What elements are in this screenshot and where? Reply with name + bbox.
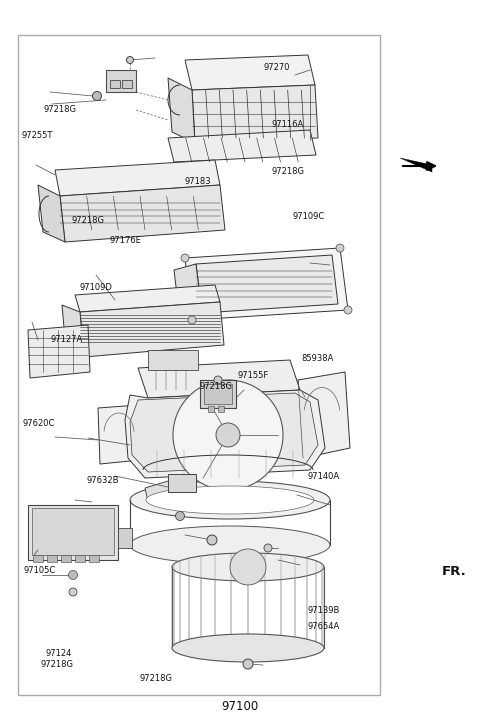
- Polygon shape: [62, 305, 84, 357]
- Circle shape: [344, 306, 352, 314]
- Ellipse shape: [172, 553, 324, 581]
- Text: 97109C: 97109C: [293, 212, 325, 221]
- Circle shape: [214, 376, 222, 384]
- Polygon shape: [98, 405, 140, 464]
- Text: 97155F: 97155F: [238, 371, 269, 380]
- Text: 97218G: 97218G: [71, 216, 104, 225]
- Text: 97116A: 97116A: [271, 120, 303, 129]
- Text: 97632B: 97632B: [86, 477, 119, 485]
- Bar: [200, 380, 236, 408]
- Polygon shape: [28, 325, 90, 378]
- Polygon shape: [55, 160, 220, 196]
- Bar: [110, 80, 120, 88]
- Text: 97139B: 97139B: [307, 606, 339, 614]
- Text: 97105C: 97105C: [24, 566, 56, 575]
- Text: 97109D: 97109D: [79, 283, 112, 292]
- Polygon shape: [75, 285, 220, 312]
- Text: 97100: 97100: [221, 700, 259, 713]
- Polygon shape: [80, 302, 224, 357]
- Polygon shape: [145, 478, 195, 508]
- Text: 97127A: 97127A: [50, 335, 83, 344]
- Bar: [33, 555, 43, 562]
- Polygon shape: [168, 78, 195, 143]
- Circle shape: [69, 588, 77, 596]
- Polygon shape: [400, 158, 432, 172]
- Circle shape: [181, 254, 189, 262]
- Text: 85938A: 85938A: [301, 355, 333, 363]
- Polygon shape: [174, 264, 202, 320]
- Bar: [75, 555, 85, 562]
- Circle shape: [188, 316, 196, 324]
- Polygon shape: [185, 248, 348, 320]
- Text: 97218G: 97218G: [43, 105, 76, 114]
- Polygon shape: [192, 85, 318, 143]
- Bar: [208, 406, 214, 412]
- Text: 97270: 97270: [263, 63, 289, 71]
- Text: 97218G: 97218G: [271, 167, 304, 175]
- Text: 97218G: 97218G: [41, 660, 74, 669]
- Polygon shape: [130, 393, 318, 472]
- Polygon shape: [298, 372, 350, 458]
- Circle shape: [243, 659, 253, 669]
- Polygon shape: [60, 185, 225, 242]
- Circle shape: [336, 244, 344, 252]
- Polygon shape: [138, 360, 300, 398]
- Bar: [148, 350, 198, 370]
- Circle shape: [230, 549, 266, 585]
- Ellipse shape: [130, 526, 330, 564]
- Circle shape: [176, 511, 184, 521]
- Polygon shape: [125, 390, 325, 478]
- Text: 97124: 97124: [46, 649, 72, 658]
- Bar: [32, 508, 114, 555]
- Text: 97176E: 97176E: [109, 236, 141, 245]
- Circle shape: [264, 544, 272, 552]
- Text: 97140A: 97140A: [307, 472, 339, 481]
- Bar: [106, 70, 136, 92]
- Bar: [106, 70, 136, 92]
- Ellipse shape: [130, 481, 330, 519]
- Bar: [122, 80, 132, 88]
- Bar: [18, 35, 380, 695]
- Text: 97255T: 97255T: [21, 131, 52, 140]
- Circle shape: [216, 423, 240, 447]
- Bar: [118, 528, 132, 548]
- Circle shape: [69, 570, 77, 580]
- Bar: [61, 555, 71, 562]
- Circle shape: [207, 535, 217, 545]
- Ellipse shape: [172, 634, 324, 662]
- Circle shape: [93, 92, 101, 100]
- Text: 97620C: 97620C: [23, 419, 55, 428]
- Bar: [28, 505, 118, 560]
- Polygon shape: [168, 130, 316, 162]
- Text: FR.: FR.: [442, 565, 467, 578]
- Circle shape: [173, 380, 283, 490]
- Bar: [89, 555, 99, 562]
- Text: 97654A: 97654A: [307, 622, 339, 631]
- Text: 97218G: 97218G: [199, 383, 232, 391]
- Polygon shape: [185, 55, 315, 90]
- Text: 97218G: 97218G: [139, 674, 172, 683]
- Circle shape: [127, 56, 133, 64]
- Bar: [168, 474, 196, 492]
- Bar: [204, 384, 232, 404]
- Polygon shape: [196, 255, 338, 313]
- Text: 97183: 97183: [185, 178, 211, 186]
- Bar: [218, 406, 224, 412]
- Polygon shape: [38, 185, 65, 242]
- Bar: [47, 555, 57, 562]
- Ellipse shape: [146, 486, 314, 514]
